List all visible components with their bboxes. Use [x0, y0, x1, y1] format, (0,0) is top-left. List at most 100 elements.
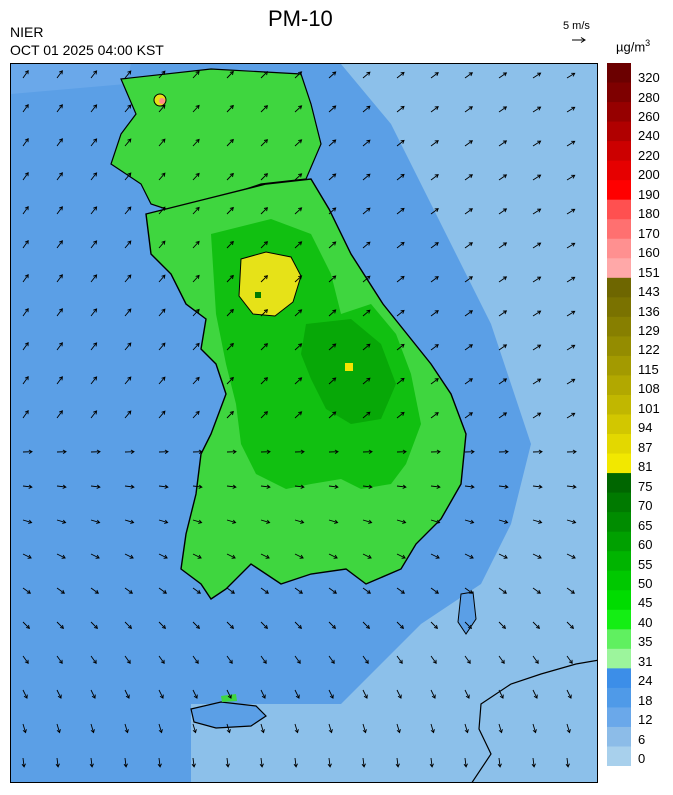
wind-arrow-icon — [56, 484, 67, 489]
wind-arrow-icon — [294, 553, 304, 559]
wind-arrow-icon — [158, 138, 166, 147]
wind-arrow-icon — [362, 689, 368, 699]
central-dark-green — [301, 319, 396, 424]
wind-arrow-icon — [395, 757, 400, 768]
wind-arrow-icon — [158, 484, 169, 489]
wind-arrow-icon — [124, 376, 132, 385]
wind-arrow-icon — [192, 621, 201, 630]
wind-arrow-icon — [56, 587, 66, 594]
wind-arrow-icon — [192, 519, 203, 524]
wind-arrow-icon — [158, 449, 169, 454]
color-scale-swatch — [607, 648, 631, 669]
wind-arrow-icon — [396, 71, 405, 79]
wind-arrow-icon — [22, 307, 29, 317]
wind-arrow-icon — [498, 242, 508, 249]
wind-arrow-icon — [90, 449, 101, 454]
color-scale-label: 190 — [638, 186, 660, 202]
wind-arrow-icon — [158, 689, 164, 699]
wind-arrow-icon — [226, 274, 234, 283]
wind-arrow-icon — [532, 72, 542, 79]
wind-arrow-icon — [226, 621, 235, 630]
wind-arrow-icon — [362, 723, 367, 734]
wind-arrow-icon — [464, 378, 474, 385]
wind-arrow-icon — [532, 655, 539, 665]
color-scale-label: 122 — [638, 342, 660, 358]
jeju-island — [190, 701, 267, 729]
wind-arrow-icon — [294, 71, 303, 79]
wind-arrow-icon — [566, 72, 576, 79]
map-title: PM-10 — [268, 6, 333, 31]
wind-arrow-icon — [532, 519, 543, 524]
wind-arrow-icon — [22, 449, 33, 454]
wind-arrow-icon — [90, 70, 98, 79]
wind-arrow-icon — [260, 411, 269, 419]
wind-arrow-icon — [566, 106, 576, 113]
wind-arrow-icon — [226, 104, 234, 113]
wind-arrow-icon — [566, 553, 576, 559]
wind-arrow-icon — [21, 757, 26, 768]
wind-arrow-icon — [56, 553, 66, 559]
color-scale-label: 50 — [638, 575, 653, 591]
wind-arrow-icon — [328, 207, 337, 215]
wind-arrow-icon — [226, 308, 234, 317]
wind-arrow-icon — [396, 309, 405, 317]
wind-arrow-icon — [430, 174, 439, 181]
wind-arrow-icon — [464, 655, 471, 665]
wind-arrow-icon — [362, 139, 371, 147]
wind-arrow-icon — [430, 276, 439, 283]
wind-arrow-icon — [328, 309, 337, 317]
color-scale-swatch — [607, 551, 631, 572]
wind-arrow-icon — [260, 139, 269, 147]
wind-arrow-icon — [226, 519, 237, 524]
wind-arrow-icon — [260, 71, 269, 79]
wind-arrow-icon — [158, 723, 163, 734]
color-scale-label: 94 — [638, 420, 653, 436]
wind-arrow-icon — [396, 723, 401, 734]
wind-arrow-icon — [396, 655, 403, 665]
color-scale-swatch — [607, 473, 631, 494]
wind-arrow-icon — [566, 174, 576, 181]
wind-arrow-icon — [226, 138, 234, 147]
wind-arrow-icon — [22, 239, 29, 249]
wind-arrow-icon — [362, 309, 371, 317]
wind-arrow-icon — [328, 484, 339, 489]
wind-arrow-icon — [498, 140, 508, 147]
station-marker — [345, 363, 353, 371]
wind-arrow-icon — [90, 621, 99, 630]
color-scale-label: 200 — [638, 167, 660, 183]
wind-arrow-icon — [22, 69, 29, 79]
wind-arrow-icon — [55, 757, 60, 768]
hot-spot-dark — [255, 292, 261, 298]
wind-arrow-icon — [328, 241, 337, 249]
wind-arrow-icon — [464, 553, 474, 559]
wind-arrow-icon — [430, 449, 441, 454]
wind-arrow-icon — [396, 343, 405, 351]
wind-arrow-icon — [124, 689, 130, 699]
wind-arrow-icon — [192, 342, 200, 351]
unit-label: µg/m3 — [616, 38, 650, 54]
wind-arrow-icon — [56, 104, 63, 113]
wind-arrow-icon — [192, 138, 200, 147]
pm10-map[interactable] — [10, 63, 598, 783]
wind-arrow-icon — [124, 342, 132, 351]
wind-arrow-icon — [430, 519, 441, 524]
wind-arrow-icon — [158, 621, 167, 630]
wind-arrow-icon — [532, 106, 542, 113]
wind-arrow-icon — [430, 378, 439, 385]
color-scale-swatch — [607, 199, 631, 220]
wind-arrow-icon — [498, 72, 508, 79]
wind-arrow-icon — [430, 723, 435, 734]
wind-arrow-icon — [22, 553, 32, 559]
color-scale-swatch — [607, 219, 631, 240]
color-scale-swatch — [607, 629, 631, 650]
wind-arrows — [21, 69, 577, 768]
wind-arrow-icon — [226, 342, 234, 351]
color-scale — [607, 63, 631, 766]
wind-arrow-icon — [362, 343, 371, 351]
color-scale-label: 40 — [638, 614, 653, 630]
wind-arrow-icon — [260, 689, 266, 699]
wind-arrow-icon — [566, 689, 572, 699]
wind-arrow-icon — [396, 553, 406, 559]
wind-arrow-icon — [124, 723, 129, 734]
wind-arrow-icon — [158, 553, 168, 559]
